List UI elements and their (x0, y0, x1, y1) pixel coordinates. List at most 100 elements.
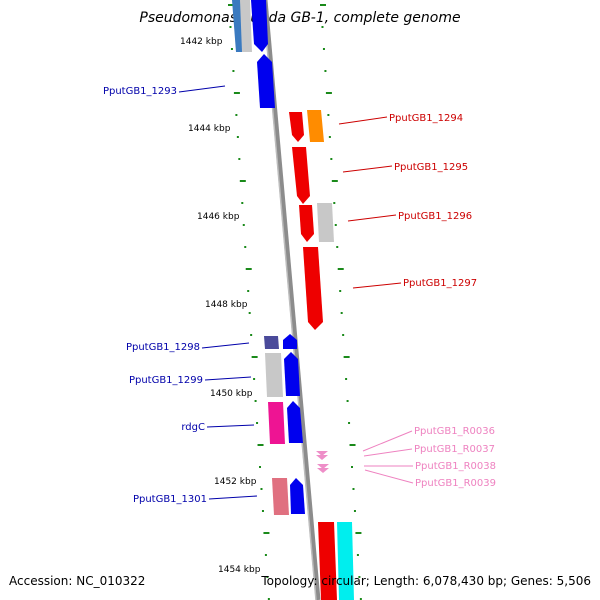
scale-tick (339, 290, 342, 292)
label-rdgc[interactable]: rdgC (181, 422, 205, 433)
label-pputgb1-1295[interactable]: PputGB1_1295 (394, 162, 468, 173)
gene-pputgb1-1298-blue[interactable] (283, 334, 297, 349)
scale-tick (267, 598, 270, 600)
label-pputgb1-1294[interactable]: PputGB1_1294 (389, 113, 463, 124)
gene-pputgb1-1293[interactable] (257, 54, 275, 108)
scale-tick (328, 136, 331, 138)
scale-tick (322, 48, 325, 50)
gene-pputgb1-1299-blue[interactable] (284, 352, 300, 396)
rna-pputgb1-r0036[interactable] (316, 451, 328, 456)
label-pputgb1-1293[interactable]: PputGB1_1293 (103, 86, 177, 97)
scale-tick (351, 466, 354, 468)
scale-tick (263, 532, 270, 534)
scale-tick (229, 26, 232, 28)
leader-line (364, 469, 414, 484)
gene-red-bottom[interactable] (318, 522, 337, 600)
gene-pputgb1-1301-blue[interactable] (290, 478, 305, 514)
scale-tick (337, 268, 344, 270)
scale-tick (327, 114, 330, 116)
gene-pputgb1-1301[interactable] (272, 478, 289, 515)
scale-tick (228, 4, 234, 6)
leader-line (178, 85, 226, 93)
gene-pputgb1-1296-red[interactable] (299, 205, 314, 242)
scale-tick (264, 554, 267, 556)
scale-tick (348, 422, 351, 424)
leader-line (206, 424, 255, 428)
rna-pputgb1-r0038[interactable] (317, 464, 329, 469)
leader-line (352, 282, 402, 289)
gene-pputgb1-1299[interactable] (265, 353, 283, 397)
scale-tick (330, 158, 333, 160)
scale-tick (358, 576, 361, 578)
scale-tick (232, 70, 235, 72)
scale-tick (242, 224, 245, 226)
gene-pputgb1-1297[interactable] (303, 247, 323, 330)
scale-tick (266, 576, 269, 578)
scale-tick (353, 510, 356, 512)
gene-labels: PputGB1_1293 PputGB1_1298 PputGB1_1299 r… (103, 86, 496, 505)
scale-tick (343, 356, 350, 358)
scale-labels: 1442 kbp 1444 kbp 1446 kbp 1448 kbp 1450… (180, 37, 261, 575)
scale-tick (325, 92, 332, 94)
label-pputgb1-1297[interactable]: PputGB1_1297 (403, 278, 477, 289)
scale-label-1442: 1442 kbp (180, 37, 223, 47)
label-pputgb1-1301[interactable]: PputGB1_1301 (133, 494, 207, 505)
label-pputgb1-r0036[interactable]: PputGB1_R0036 (414, 426, 495, 437)
gene-rdgc-blue[interactable] (287, 401, 303, 443)
rna-pputgb1-r0039[interactable] (317, 468, 329, 473)
gene-pputgb1-1298[interactable] (264, 336, 279, 349)
rna-pputgb1-r0037[interactable] (316, 455, 328, 460)
label-pputgb1-1298[interactable]: PputGB1_1298 (126, 342, 200, 353)
leader-line (208, 495, 258, 500)
scale-tick (261, 510, 264, 512)
scale-tick (349, 444, 356, 446)
scale-tick (340, 312, 343, 314)
label-pputgb1-r0038[interactable]: PputGB1_R0038 (415, 461, 496, 472)
scale-tick (239, 180, 246, 182)
scale-tick (233, 92, 240, 94)
scale-tick (336, 246, 339, 248)
scale-tick (333, 202, 336, 204)
scale-tick (250, 334, 253, 336)
scale-tick (334, 224, 337, 226)
scale-tick (238, 158, 241, 160)
gene-pputgb1-1294[interactable] (289, 112, 304, 142)
label-leader-lines (178, 85, 414, 500)
scale-tick (321, 26, 324, 28)
scale-tick (257, 444, 264, 446)
scale-label-1444: 1444 kbp (188, 124, 231, 134)
gene-cyan-bottom[interactable] (337, 522, 354, 600)
gene-rdgc[interactable] (268, 402, 285, 444)
leader-line (347, 214, 397, 222)
gene-gray[interactable] (240, 0, 252, 52)
label-pputgb1-r0037[interactable]: PputGB1_R0037 (414, 444, 495, 455)
gene-pputgb1-1294-orange[interactable] (307, 110, 324, 142)
label-pputgb1-1299[interactable]: PputGB1_1299 (129, 375, 203, 386)
scale-label-1448: 1448 kbp (205, 300, 248, 310)
scale-tick (256, 422, 259, 424)
scale-tick (345, 378, 348, 380)
scale-tick (320, 4, 326, 6)
gene-pputgb1-1296[interactable] (317, 203, 334, 242)
scale-tick (245, 268, 252, 270)
scale-label-1452: 1452 kbp (214, 477, 257, 487)
leader-line (338, 116, 388, 125)
gene-blue[interactable] (251, 0, 268, 52)
scale-tick (236, 136, 239, 138)
scale-tick (244, 246, 247, 248)
gene-pputgb1-1295[interactable] (292, 147, 310, 204)
scale-tick (248, 312, 251, 314)
scale-tick (352, 488, 355, 490)
scale-tick (254, 400, 257, 402)
scale-tick (247, 290, 250, 292)
scale-tick (356, 554, 359, 556)
scale-tick (342, 334, 345, 336)
label-pputgb1-r0039[interactable]: PputGB1_R0039 (415, 478, 496, 489)
label-pputgb1-1296[interactable]: PputGB1_1296 (398, 211, 472, 222)
scale-tick (230, 48, 233, 50)
genome-summary-text: Topology: circular; Length: 6,078,430 bp… (261, 574, 591, 588)
scale-tick (324, 70, 327, 72)
scale-tick (260, 488, 263, 490)
leader-line (204, 376, 252, 381)
gene-features (232, 0, 354, 600)
